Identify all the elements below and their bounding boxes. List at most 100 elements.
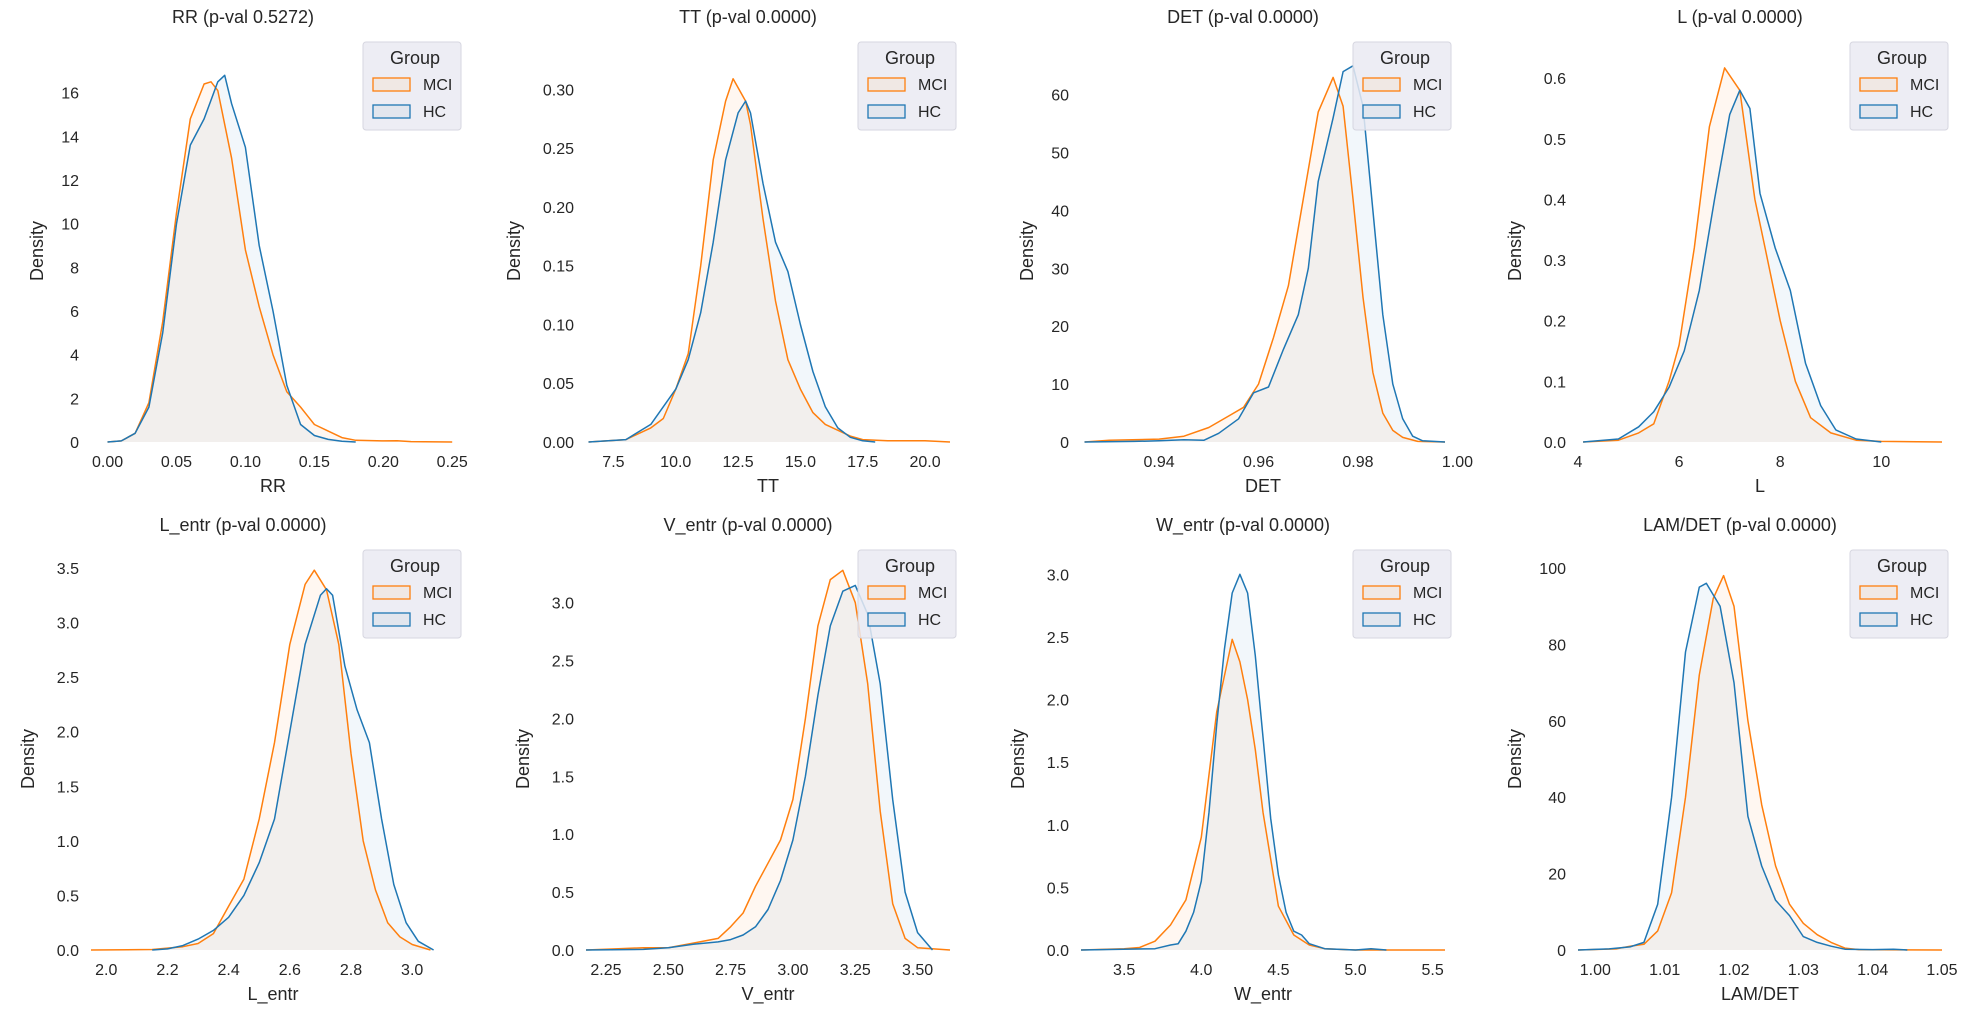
legend-title: Group	[390, 556, 440, 576]
legend-label-hc: HC	[1413, 104, 1436, 121]
x-tick-label: 4	[1574, 454, 1583, 471]
y-tick-label: 50	[1051, 146, 1069, 163]
x-tick-label: 1.00	[1580, 962, 1611, 979]
y-tick-label: 30	[1051, 261, 1069, 278]
legend-swatch-mci	[1362, 77, 1401, 92]
y-tick-label: 0	[1060, 435, 1069, 452]
kde-area-mci	[586, 570, 950, 950]
x-tick-label: 7.5	[602, 454, 624, 471]
x-tick-label: 0.05	[161, 454, 192, 471]
y-tick-label: 8	[70, 260, 79, 277]
x-axis-label: L	[1755, 476, 1765, 496]
y-tick-label: 40	[1051, 203, 1069, 220]
legend-swatch-hc	[1859, 104, 1898, 119]
y-tick-label: 10	[61, 217, 79, 234]
y-tick-label: 0.5	[552, 885, 574, 902]
legend-title: Group	[1877, 556, 1927, 576]
kde-line-hc	[1583, 89, 1882, 443]
subplot-8: LAM/DET (p-val 0.0000) 1.00 1.01 1.02 1.03 1.…	[1505, 515, 1958, 1004]
x-tick-label: 1.00	[1442, 454, 1473, 471]
legend-label-mci: MCI	[1413, 585, 1442, 602]
y-tick-label: 100	[1539, 561, 1566, 578]
legend: Group MCI HC	[1352, 41, 1452, 131]
kde-area-hc	[107, 75, 356, 443]
x-axis-label: L_entr	[247, 984, 298, 1005]
subplot-7: W_entr (p-val 0.0000) 3.5 4.0 4.5 5.0 5.5 0.0 0…	[1008, 515, 1452, 1005]
y-tick-label: 0.0	[57, 943, 79, 960]
legend-swatch-hc	[1362, 104, 1401, 119]
x-tick-label: 2.25	[590, 962, 621, 979]
y-tick-label: 0.25	[543, 141, 574, 158]
x-tick-label: 3.0	[401, 962, 423, 979]
legend: Group MCI HC	[857, 41, 957, 131]
legend-label-mci: MCI	[1413, 77, 1442, 94]
x-tick-label: 0.98	[1342, 454, 1373, 471]
subplot-1: RR (p-val 0.5272) 0.00 0.05 0.10 0.15 0.20 0.2…	[27, 7, 468, 496]
subplot-title: L_entr (p-val 0.0000)	[159, 515, 326, 536]
kde-line-mci	[588, 78, 951, 443]
y-tick-label: 4	[70, 348, 79, 365]
y-tick-label: 3.5	[57, 561, 79, 578]
y-tick-label: 1.0	[552, 827, 574, 844]
subplot-title: LAM/DET (p-val 0.0000)	[1643, 515, 1837, 535]
legend-swatch-mci	[867, 585, 906, 600]
x-tick-label: 0.96	[1243, 454, 1274, 471]
x-tick-label: 2.50	[653, 962, 684, 979]
x-axis-label: RR	[260, 476, 286, 496]
legend-label-hc: HC	[423, 612, 446, 629]
legend-label-hc: HC	[1413, 612, 1436, 629]
kde-area-hc	[586, 585, 933, 950]
y-tick-label: 2.0	[552, 711, 574, 728]
x-axis-label: DET	[1245, 476, 1281, 496]
x-tick-label: 5.0	[1344, 962, 1366, 979]
legend-label-mci: MCI	[423, 77, 452, 94]
x-tick-label: 15.0	[785, 454, 816, 471]
legend-swatch-hc	[867, 612, 906, 627]
legend-swatch-mci	[372, 77, 411, 92]
kde-area-mci	[107, 81, 453, 443]
y-tick-label: 6	[70, 304, 79, 321]
x-tick-label: 8	[1776, 454, 1785, 471]
kde-line-hc	[1577, 582, 1908, 951]
legend-swatch-hc	[372, 612, 411, 627]
y-tick-label: 80	[1548, 637, 1566, 654]
legend-title: Group	[390, 48, 440, 68]
x-tick-label: 10	[1872, 454, 1890, 471]
subplot-3: DET (p-val 0.0000) 0.94 0.96 0.98 1.00 0 10 20 3…	[1017, 7, 1473, 496]
legend-swatch-mci	[372, 585, 411, 600]
legend-label-mci: MCI	[918, 585, 947, 602]
legend: Group MCI HC	[362, 549, 462, 639]
x-tick-label: 2.6	[279, 962, 301, 979]
x-axis-label: V_entr	[741, 984, 794, 1005]
subplot-title: RR (p-val 0.5272)	[172, 7, 314, 27]
y-tick-label: 1.5	[1047, 755, 1069, 772]
subplot-title: DET (p-val 0.0000)	[1167, 7, 1319, 27]
y-tick-label: 0.00	[543, 435, 574, 452]
legend-swatch-mci	[1859, 585, 1898, 600]
kde-line-hc	[1084, 65, 1446, 443]
y-tick-label: 0.6	[1544, 71, 1566, 88]
y-tick-label: 0.30	[543, 82, 574, 99]
legend-swatch-hc	[1859, 612, 1898, 627]
kde-line-hc	[1080, 573, 1387, 951]
y-tick-label: 0.5	[1047, 880, 1069, 897]
subplot-title: TT (p-val 0.0000)	[679, 7, 817, 27]
y-axis-label: Density	[513, 729, 533, 789]
y-tick-label: 1.0	[57, 834, 79, 851]
y-tick-label: 0.5	[1544, 132, 1566, 149]
y-tick-label: 1.0	[1047, 818, 1069, 835]
y-tick-label: 0.1	[1544, 374, 1566, 391]
y-tick-label: 1.5	[57, 779, 79, 796]
x-axis-label: W_entr	[1234, 984, 1292, 1005]
y-tick-label: 0.0	[1047, 943, 1069, 960]
x-tick-label: 20.0	[909, 454, 940, 471]
legend-title: Group	[1877, 48, 1927, 68]
kde-line-hc	[152, 587, 434, 951]
x-tick-label: 4.0	[1190, 962, 1212, 979]
legend: Group MCI HC	[1849, 549, 1949, 639]
x-tick-label: 0.15	[299, 454, 330, 471]
x-tick-label: 2.2	[156, 962, 178, 979]
kde-line-mci	[1577, 574, 1943, 951]
x-tick-label: 1.03	[1788, 962, 1819, 979]
x-tick-label: 3.5	[1113, 962, 1135, 979]
